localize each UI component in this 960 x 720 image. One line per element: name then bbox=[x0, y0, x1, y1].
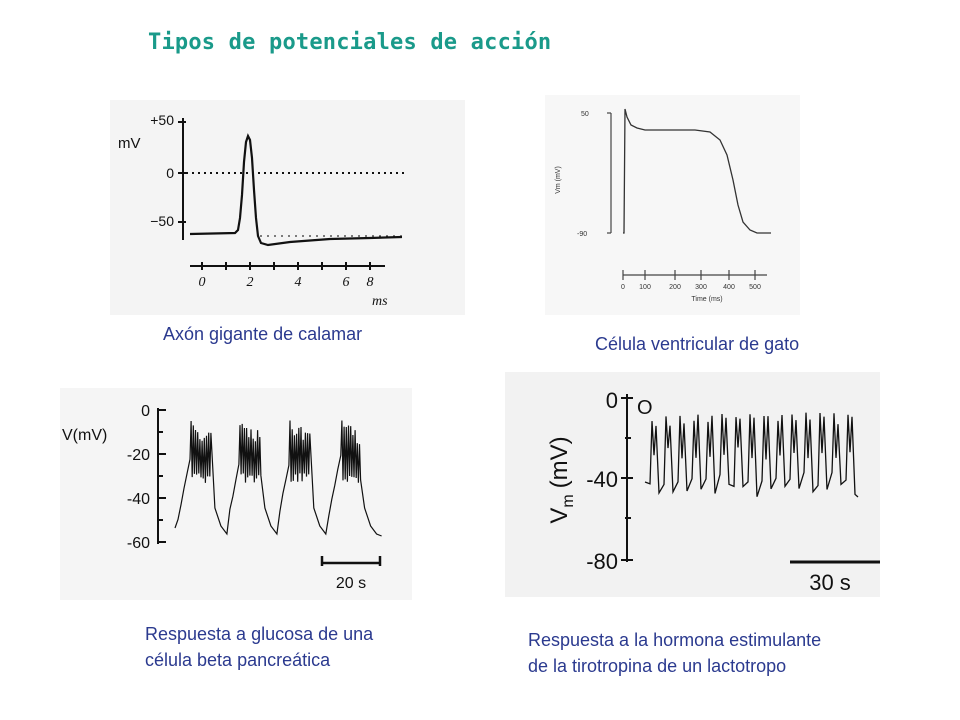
beta-y-tick: -60 bbox=[127, 535, 150, 552]
lactotrope-caption-line1: Respuesta a la hormona estimulante bbox=[528, 630, 822, 650]
lactotrope-spiking-trace bbox=[644, 412, 859, 498]
lacto-y-label-subscript: m bbox=[560, 494, 577, 507]
squid-y-tick: +50 bbox=[150, 112, 174, 128]
lacto-marker: O bbox=[637, 397, 653, 419]
cat-x-tick: 100 bbox=[639, 284, 651, 291]
squid-axon-caption: Axón gigante de calamar bbox=[163, 324, 363, 344]
squid-y-tick: −50 bbox=[150, 213, 174, 229]
squid-x-tick: 8 bbox=[367, 275, 374, 290]
squid-y-tick: 0 bbox=[166, 165, 174, 181]
cat-action-potential-trace bbox=[623, 108, 771, 234]
beta-cell-caption-line2: célula beta pancreática bbox=[145, 650, 331, 670]
svg-text:Vm(mV): Vm (mV) bbox=[546, 436, 577, 523]
lactotrope-caption-line2: de la tirotropina de un lactotropo bbox=[528, 656, 787, 676]
cat-x-tick: 400 bbox=[723, 284, 735, 291]
squid-x-tick: 6 bbox=[343, 275, 350, 290]
squid-action-potential-trace bbox=[189, 133, 403, 247]
lacto-y-tick: -40 bbox=[586, 467, 618, 492]
cat-ventricle-caption: Célula ventricular de gato bbox=[595, 334, 800, 354]
cat-x-tick: 300 bbox=[695, 284, 707, 291]
squid-x-tick: 4 bbox=[295, 275, 302, 290]
cat-y-tick: 50 bbox=[581, 111, 589, 118]
beta-y-tick: 0 bbox=[141, 403, 150, 420]
cat-x-tick: 500 bbox=[749, 284, 761, 291]
squid-x-tick: 2 bbox=[247, 275, 254, 290]
beta-cell-bursting-trace bbox=[174, 420, 382, 537]
lacto-scale-label: 30 s bbox=[809, 570, 851, 595]
cat-x-label: Time (ms) bbox=[691, 296, 722, 303]
beta-cell-figure: 0 -20 -40 -60 V(mV) 20 s bbox=[60, 388, 412, 600]
beta-y-label: V(mV) bbox=[62, 427, 107, 444]
squid-x-tick: 0 bbox=[199, 275, 206, 290]
beta-y-tick: -20 bbox=[127, 447, 150, 464]
squid-y-unit: mV bbox=[118, 135, 141, 152]
lacto-y-tick: 0 bbox=[606, 388, 618, 413]
beta-scale-label: 20 s bbox=[336, 575, 366, 592]
cat-y-tick: -90 bbox=[577, 231, 587, 238]
lactotrope-figure: 0 -40 -80 Vm (mV) O 30 s bbox=[505, 372, 880, 597]
squid-axon-figure: mV +50 0 −50 0 2 4 6 8 ms bbox=[110, 100, 465, 315]
lacto-y-label-unit: (mV) bbox=[546, 436, 573, 488]
beta-y-tick: -40 bbox=[127, 491, 150, 508]
cat-x-tick: 0 bbox=[621, 284, 625, 291]
beta-cell-caption-line1: Respuesta a glucosa de una bbox=[145, 624, 374, 644]
lacto-y-label: V bbox=[546, 508, 573, 524]
cat-x-tick: 200 bbox=[669, 284, 681, 291]
cat-ventricle-figure: 50 -90 Vm (mV) 0 100 200 300 400 500 Tim… bbox=[545, 95, 800, 315]
cat-y-label: Vm (mV) bbox=[555, 166, 562, 194]
page-title: Tipos de potenciales de acción bbox=[148, 30, 552, 55]
squid-x-unit: ms bbox=[372, 294, 388, 309]
lacto-y-tick: -80 bbox=[586, 549, 618, 574]
